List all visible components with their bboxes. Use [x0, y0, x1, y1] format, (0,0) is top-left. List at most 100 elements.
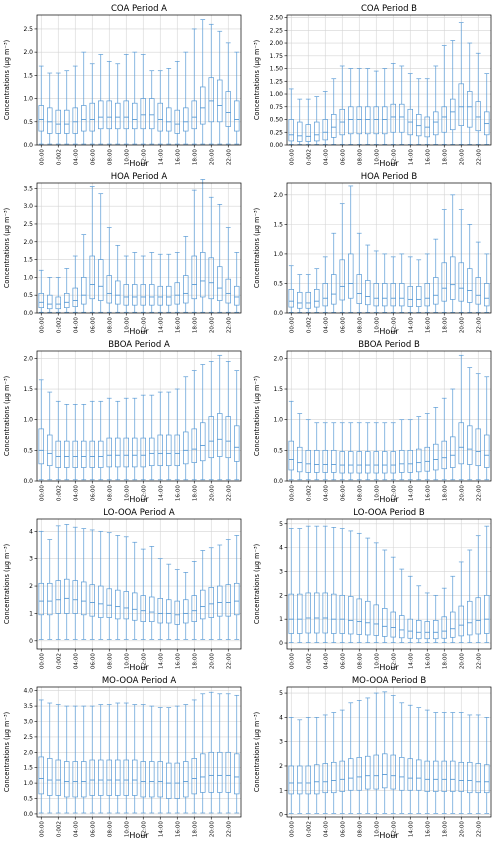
y-tick-label: 1 [29, 610, 33, 617]
box-hour-7 [98, 54, 104, 145]
box-hour-0 [38, 65, 44, 145]
box-hour-22 [225, 361, 231, 481]
box-hour-10 [123, 54, 129, 145]
iqr-box [373, 106, 379, 135]
iqr-box [348, 758, 354, 791]
box-hour-8 [106, 704, 112, 814]
box-hour-2 [55, 277, 61, 313]
x-tick-label: 10:00 [374, 317, 380, 334]
x-tick-label: 08:00 [357, 653, 363, 670]
iqr-box [149, 284, 155, 306]
iqr-box [64, 109, 70, 134]
y-tick-label: 2.0 [273, 192, 283, 199]
box-hour-8 [356, 68, 362, 145]
box-hour-12 [390, 63, 396, 145]
x-axis-label: Hour [379, 831, 399, 840]
x-tick-label: 20:00 [459, 149, 465, 166]
box-hour-12 [140, 54, 146, 145]
box-hour-20 [208, 196, 214, 313]
x-tick-label: 06:00 [340, 485, 346, 502]
y-tick-label: 2.0 [23, 49, 33, 56]
iqr-box [331, 274, 337, 305]
y-tick-label: 0.75 [270, 104, 284, 111]
x-tick-label: 06:00 [90, 317, 96, 334]
y-tick-label: 1 [279, 787, 283, 794]
box-hour-6 [339, 203, 345, 313]
y-tick-label: 1.5 [23, 765, 33, 772]
box-hour-14 [157, 707, 163, 814]
iqr-box [64, 761, 70, 798]
iqr-box [390, 283, 396, 307]
iqr-box [322, 119, 328, 141]
box-hour-0 [288, 88, 294, 145]
box-hour-19 [450, 194, 456, 313]
iqr-box [433, 443, 439, 471]
box-hour-11 [382, 422, 388, 481]
box-hour-18 [441, 209, 447, 313]
x-tick-label: 22:00 [476, 149, 482, 166]
box-hour-23 [484, 525, 490, 643]
iqr-box [416, 286, 422, 307]
box-hour-3 [314, 422, 320, 481]
iqr-box [72, 440, 78, 468]
iqr-box [157, 102, 163, 132]
box-hour-4 [322, 91, 328, 145]
box-hour-21 [217, 354, 223, 481]
iqr-box [297, 765, 303, 795]
box-hour-20 [458, 561, 464, 643]
iqr-box [38, 293, 44, 309]
box-hour-1 [47, 702, 53, 814]
box-hour-14 [407, 73, 413, 145]
box-hour-19 [200, 179, 206, 313]
box-hour-0 [288, 717, 294, 814]
iqr-box [47, 582, 53, 616]
box-hour-6 [339, 422, 345, 481]
x-tick-label: 22:00 [476, 821, 482, 838]
box-hour-12 [390, 256, 396, 313]
iqr-box [475, 763, 481, 794]
y-tick-label: 2.0 [273, 355, 283, 362]
iqr-box [166, 285, 172, 306]
y-tick-label: 3.5 [23, 703, 33, 710]
iqr-box [38, 428, 44, 465]
x-tick-label: 20:00 [209, 821, 215, 838]
iqr-box [416, 620, 422, 640]
plot-frame [36, 686, 242, 818]
box-hour-8 [106, 61, 112, 145]
chart-title: COA Period A [111, 4, 167, 14]
x-tick-label: 20:00 [459, 821, 465, 838]
x-tick-label: 18:00 [192, 485, 198, 502]
x-tick-label: 00:00 [39, 821, 45, 838]
box-hour-21 [217, 30, 223, 145]
box-hour-17 [433, 407, 439, 481]
box-hour-4 [322, 256, 328, 313]
box-hour-7 [98, 193, 104, 313]
iqr-box [157, 434, 163, 467]
iqr-box [208, 416, 214, 459]
x-tick-label: 0:002 [56, 485, 62, 501]
box-hour-17 [433, 712, 439, 814]
y-tick-label: 0.5 [23, 796, 33, 803]
box-hour-23 [484, 73, 490, 145]
y-tick-label: 1.50 [270, 66, 284, 73]
box-hour-19 [450, 575, 456, 643]
y-axis-label: Concentrations (μg m⁻³) [253, 40, 261, 120]
iqr-box [339, 259, 345, 301]
y-tick-label: 0.0 [23, 478, 33, 485]
iqr-box [331, 114, 337, 138]
box-hour-5 [81, 528, 87, 640]
box-hour-15 [416, 707, 422, 814]
iqr-box [467, 91, 473, 128]
iqr-box [106, 275, 112, 304]
y-tick-label: 1.5 [23, 72, 33, 79]
x-axis-label: Hour [379, 663, 399, 672]
box-hour-11 [132, 252, 138, 313]
box-hour-3 [314, 717, 320, 814]
iqr-box [297, 121, 303, 142]
x-axis-label: Hour [379, 159, 399, 168]
box-hour-2 [305, 525, 311, 643]
iqr-box [174, 762, 180, 799]
box-hour-10 [373, 542, 379, 643]
iqr-box [441, 616, 447, 639]
box-hour-22 [475, 535, 481, 643]
